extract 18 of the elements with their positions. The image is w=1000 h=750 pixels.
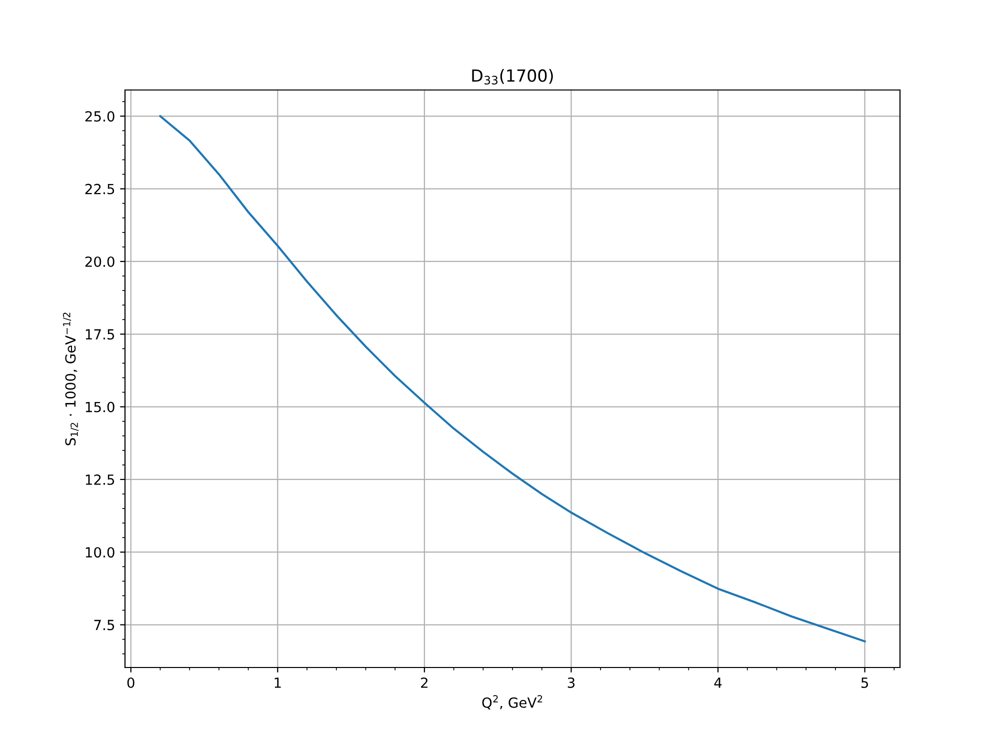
- y-tick-label: 15.0: [86, 402, 114, 412]
- x-tick-label: 3: [568, 677, 575, 688]
- y-tick-label: 7.5: [94, 620, 114, 630]
- y-tick-label: 12.5: [86, 474, 114, 485]
- x-tick-label: 2: [421, 677, 428, 688]
- y-tick-label: 17.5: [86, 329, 114, 340]
- x-tick-label: 1: [274, 678, 281, 688]
- y-tick-label: 25.0: [85, 111, 114, 122]
- y-tick-label: 20.0: [85, 256, 114, 267]
- y-axis-title: S$_{1/2}$ · 1000, GeV$^{−1/2}$: [62, 312, 79, 446]
- line-series: [159, 115, 866, 642]
- x-axis-title: Q$^{2}$, GeV$^{2}$: [482, 695, 542, 710]
- x-tick-label: 5: [861, 678, 868, 688]
- x-tick-label: 0: [127, 677, 134, 688]
- y-tick-label: 10.0: [86, 547, 114, 558]
- y-tick-label: 22.5: [85, 184, 114, 194]
- x-tick-label: 4: [714, 678, 722, 688]
- chart-title: D$_{33}$(1700): [472, 69, 553, 85]
